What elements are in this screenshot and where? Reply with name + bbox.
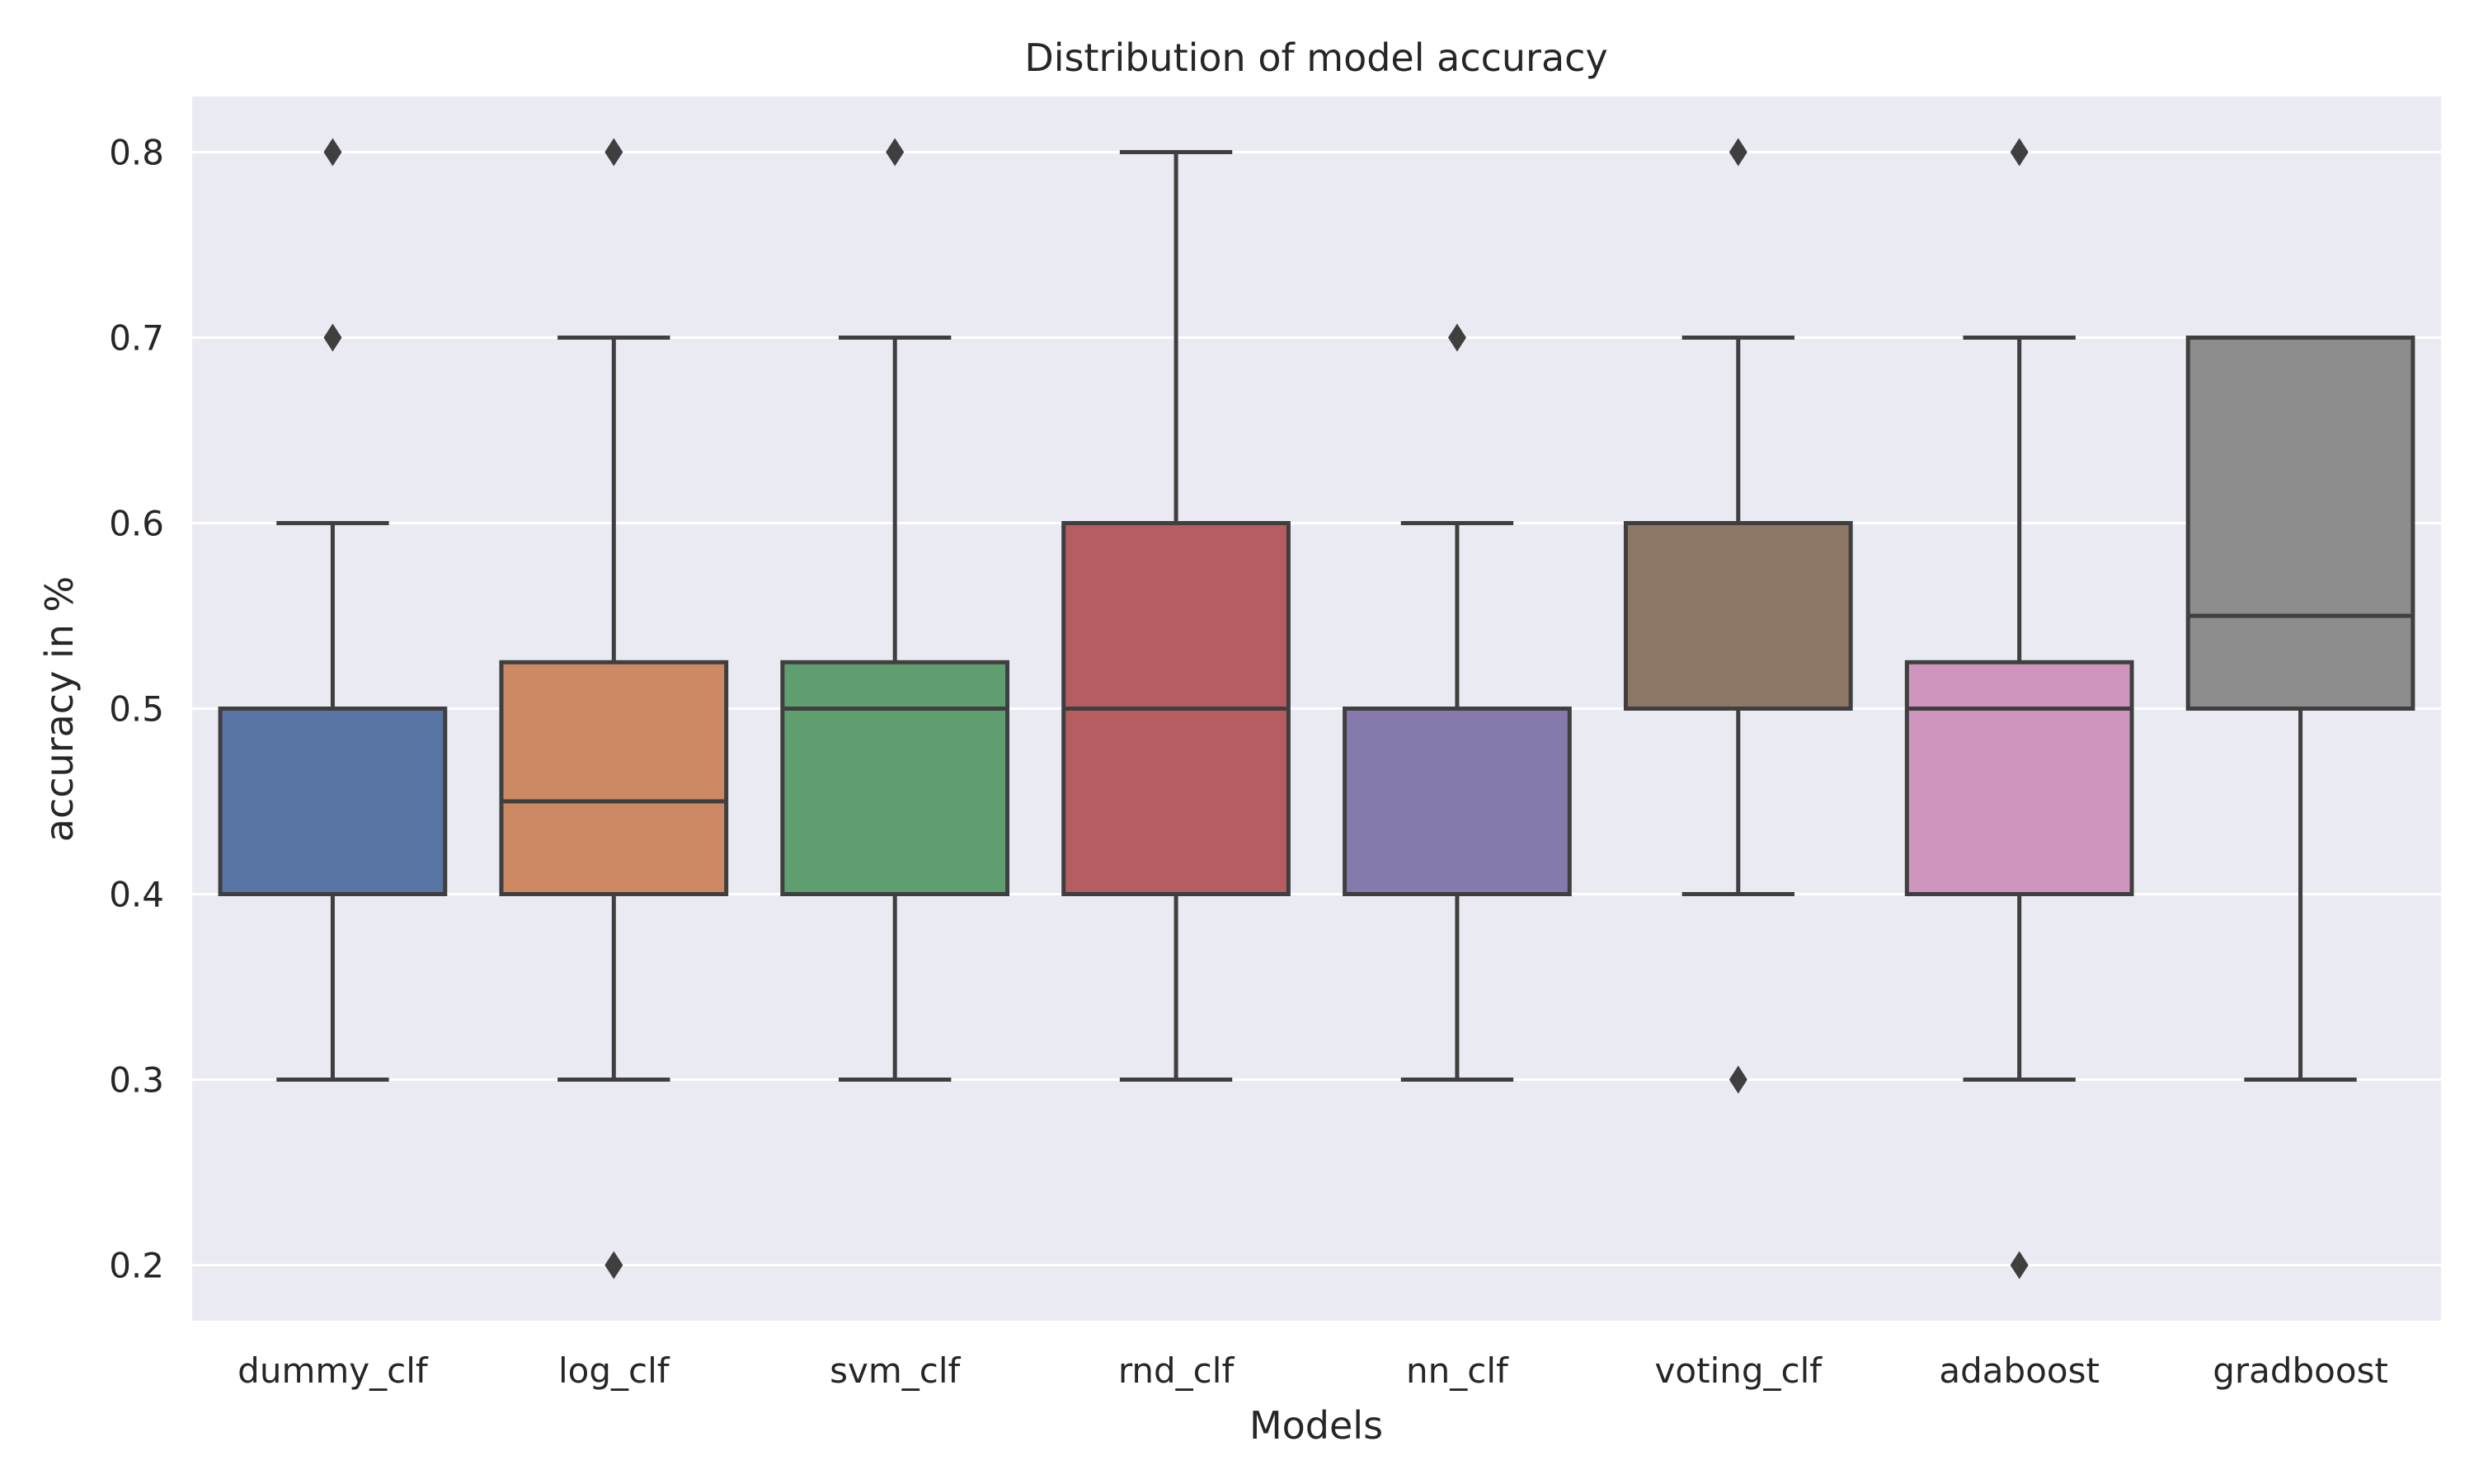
iqr-box xyxy=(2185,336,2415,711)
boxes xyxy=(218,138,2415,1280)
y-tick-label: 0.5 xyxy=(109,689,164,730)
outlier-point xyxy=(1447,323,1466,352)
box-voting_clf xyxy=(1623,138,1853,1094)
x-tick-label: svm_clf xyxy=(830,1350,961,1391)
outlier-point xyxy=(604,138,623,167)
box-adaboost xyxy=(1904,138,2134,1280)
iqr-box xyxy=(218,707,448,896)
box-dummy_clf xyxy=(218,138,448,1082)
outlier-point xyxy=(323,323,342,352)
x-axis-label: Models xyxy=(1249,1403,1383,1448)
iqr-box xyxy=(1623,521,1853,711)
x-tick-label: dummy_clf xyxy=(238,1350,429,1391)
outlier-point xyxy=(2010,1251,2029,1280)
box-gradboost xyxy=(2185,336,2415,1082)
y-tick-label: 0.8 xyxy=(109,133,164,173)
outlier-point xyxy=(2010,138,2029,167)
x-tick-label: rnd_clf xyxy=(1118,1350,1235,1391)
box-rnd_clf xyxy=(1061,150,1291,1082)
iqr-box xyxy=(780,660,1010,896)
y-tick-label: 0.7 xyxy=(109,318,164,359)
y-tick-label: 0.2 xyxy=(109,1246,164,1286)
y-tick-labels: 0.2 0.3 0.4 0.5 0.6 0.7 0.8 xyxy=(109,133,164,1286)
outlier-point xyxy=(1729,1065,1747,1094)
x-tick-label: nn_clf xyxy=(1406,1350,1509,1391)
outlier-point xyxy=(1729,138,1747,167)
outlier-point xyxy=(604,1251,623,1280)
iqr-box xyxy=(1343,707,1572,896)
x-tick-label: voting_clf xyxy=(1655,1350,1823,1391)
x-tick-labels: dummy_clf log_clf svm_clf rnd_clf nn_clf voti… xyxy=(238,1350,2388,1391)
outlier-point xyxy=(886,138,905,167)
y-axis-label: accuracy in % xyxy=(37,576,82,842)
outlier-point xyxy=(323,138,342,167)
x-tick-label: adaboost xyxy=(1939,1350,2100,1391)
box-log_clf xyxy=(499,138,729,1280)
chart-title: Distribution of model accuracy xyxy=(1024,35,1607,80)
iqr-box xyxy=(499,660,729,896)
x-tick-label: log_clf xyxy=(558,1350,670,1391)
y-tick-label: 0.6 xyxy=(109,504,164,544)
y-tick-label: 0.3 xyxy=(109,1060,164,1101)
iqr-box xyxy=(1904,660,2134,896)
box-svm_clf xyxy=(780,138,1010,1082)
x-tick-label: gradboost xyxy=(2213,1350,2388,1391)
box-nn_clf xyxy=(1343,323,1572,1082)
y-tick-label: 0.4 xyxy=(109,875,164,915)
